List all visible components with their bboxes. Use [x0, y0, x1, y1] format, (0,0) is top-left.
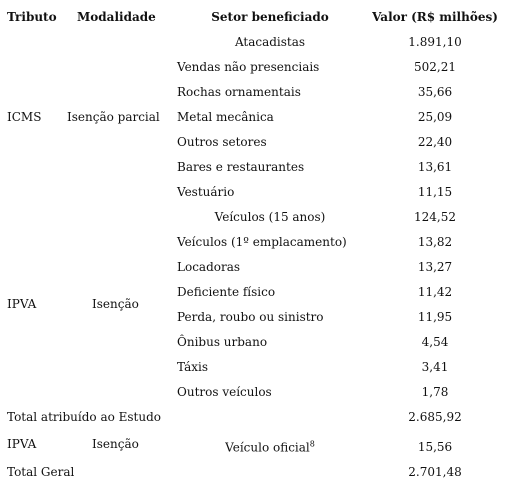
valor: 4,54 — [421, 335, 449, 349]
valor: 1.891,10 — [408, 35, 462, 49]
header-cell: Valor (R$ milhões) — [372, 10, 498, 24]
valor: 13,61 — [417, 160, 453, 174]
valor: 11,42 — [417, 285, 453, 299]
header-cell: Modalidade — [77, 10, 156, 24]
total-value: 2.701,48 — [408, 465, 462, 479]
valor: 11,95 — [417, 310, 453, 324]
tributo: IPVA — [7, 297, 37, 311]
setor: Perda, roubo ou sinistro — [177, 310, 324, 324]
header-cell: Setor beneficiado — [211, 10, 329, 24]
total-value: 2.685,92 — [408, 410, 462, 424]
valor: 15,56 — [417, 440, 453, 454]
tributo: IPVA — [7, 437, 37, 451]
setor: Locadoras — [177, 260, 241, 274]
setor: Vendas não presenciais — [177, 60, 320, 74]
setor: Metal mecânica — [177, 110, 274, 124]
valor: 502,21 — [414, 60, 456, 74]
setor: Veículo oficial8 — [225, 439, 315, 455]
valor: 3,41 — [421, 360, 449, 374]
setor: Veículos (1º emplacamento) — [177, 235, 347, 249]
header-cell: Tributo — [7, 10, 57, 24]
valor: 11,15 — [417, 185, 453, 199]
valor: 25,09 — [417, 110, 453, 124]
setor: Ônibus urbano — [177, 335, 268, 349]
setor: Rochas ornamentais — [177, 85, 301, 99]
valor: 124,52 — [414, 210, 456, 224]
setor: Bares e restaurantes — [177, 160, 305, 174]
valor: 13,82 — [417, 235, 453, 249]
total-label: Total Geral — [7, 465, 75, 479]
setor: Táxis — [177, 360, 208, 374]
valor: 22,40 — [417, 135, 453, 149]
valor: 13,27 — [417, 260, 453, 274]
setor: Outros setores — [177, 135, 267, 149]
setor: Deficiente físico — [177, 285, 276, 299]
modalidade: Isenção parcial — [67, 110, 160, 124]
valor: 1,78 — [421, 385, 449, 399]
tributo: ICMS — [7, 110, 42, 124]
setor: Veículos (15 anos) — [214, 210, 326, 224]
footnote-mark: 8 — [309, 439, 315, 449]
setor: Atacadistas — [234, 35, 306, 49]
setor: Outros veículos — [177, 385, 272, 399]
modalidade: Isenção — [92, 437, 139, 451]
setor: Vestuário — [177, 185, 235, 199]
valor: 35,66 — [417, 85, 453, 99]
modalidade: Isenção — [92, 297, 139, 311]
total-label: Total atribuído ao Estudo — [7, 410, 162, 424]
